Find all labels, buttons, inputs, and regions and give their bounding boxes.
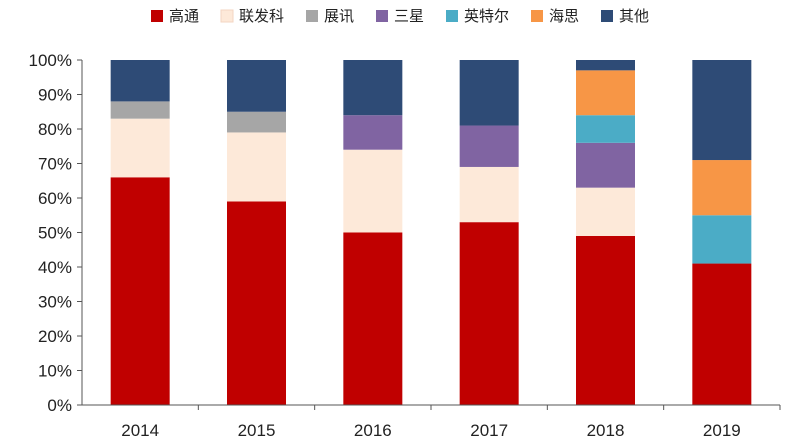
x-tick-label: 2014	[121, 421, 159, 440]
y-tick-label: 100%	[29, 51, 72, 70]
bar-segment-2019-高通	[692, 263, 752, 405]
legend-label: 海思	[549, 7, 579, 25]
bar-segment-2014-其他	[110, 60, 170, 102]
y-tick-label: 20%	[38, 327, 72, 346]
bar-segment-2014-高通	[110, 177, 170, 405]
legend-label: 联发科	[239, 7, 284, 25]
bar-segment-2015-其他	[227, 60, 286, 112]
legend-label: 展讯	[324, 7, 354, 25]
legend-item-海思: 海思	[531, 7, 579, 25]
bar-segment-2019-英特尔	[692, 215, 752, 264]
y-tick-label: 40%	[38, 258, 72, 277]
bar-segment-2018-其他	[576, 60, 635, 71]
x-tick-label: 2017	[470, 421, 508, 440]
bar-segment-2018-联发科	[576, 187, 635, 236]
y-tick-label: 70%	[38, 155, 72, 174]
bar-segment-2016-其他	[343, 60, 403, 116]
bar-segment-2018-三星	[576, 142, 635, 188]
legend-label: 三星	[394, 7, 424, 25]
legend-swatch	[601, 10, 613, 22]
legend: 高通 联发科 展讯 三星 英特尔 海思 其他	[151, 7, 649, 25]
legend-label: 其他	[619, 7, 649, 25]
x-tick-label: 2018	[587, 421, 625, 440]
bar-segment-2017-其他	[459, 60, 519, 126]
bars	[110, 60, 752, 405]
x-tick-label: 2016	[354, 421, 392, 440]
legend-swatch	[376, 10, 388, 22]
bar-segment-2016-三星	[343, 115, 403, 150]
y-tick-label: 50%	[38, 224, 72, 243]
bar-segment-2019-其他	[692, 60, 752, 161]
bar-segment-2018-英特尔	[576, 115, 635, 143]
y-tick-label: 0%	[47, 396, 72, 415]
bar-segment-2014-展讯	[110, 101, 170, 119]
bar-segment-2015-高通	[227, 201, 286, 405]
bar-segment-2019-海思	[692, 160, 752, 216]
legend-item-展讯: 展讯	[306, 7, 354, 25]
legend-item-联发科: 联发科	[220, 7, 284, 25]
x-tick-label: 2015	[238, 421, 276, 440]
legend-swatch	[220, 9, 234, 23]
bar-segment-2016-联发科	[343, 149, 403, 233]
bar-segment-2014-联发科	[110, 118, 170, 178]
y-tick-label: 60%	[38, 189, 72, 208]
y-axis: 0% 10% 20% 30% 40% 50% 60% 70% 80% 90% 100%	[29, 51, 83, 415]
legend-item-其他: 其他	[601, 7, 649, 25]
bar-segment-2017-高通	[459, 222, 519, 405]
legend-item-三星: 三星	[376, 7, 424, 25]
y-tick-label: 10%	[38, 362, 72, 381]
bar-segment-2018-海思	[576, 70, 635, 116]
legend-label: 高通	[169, 7, 199, 25]
x-tick-label: 2019	[703, 421, 741, 440]
y-tick-label: 90%	[38, 86, 72, 105]
bar-segment-2017-三星	[459, 125, 519, 167]
legend-swatch	[531, 10, 543, 22]
legend-item-英特尔: 英特尔	[446, 7, 509, 25]
y-tick-label: 30%	[38, 293, 72, 312]
x-axis: 2014 2015 2016 2017 2018 2019	[82, 404, 781, 440]
bar-segment-2018-高通	[576, 235, 635, 405]
y-tick-label: 80%	[38, 120, 72, 139]
bar-segment-2015-联发科	[227, 132, 286, 202]
bar-segment-2016-高通	[343, 232, 403, 405]
legend-swatch	[151, 10, 163, 22]
bar-segment-2015-展讯	[227, 111, 286, 133]
legend-label: 英特尔	[464, 7, 509, 25]
bar-segment-2017-联发科	[459, 166, 519, 223]
legend-swatch	[446, 10, 458, 22]
legend-item-高通: 高通	[151, 7, 199, 25]
legend-swatch	[306, 10, 318, 22]
